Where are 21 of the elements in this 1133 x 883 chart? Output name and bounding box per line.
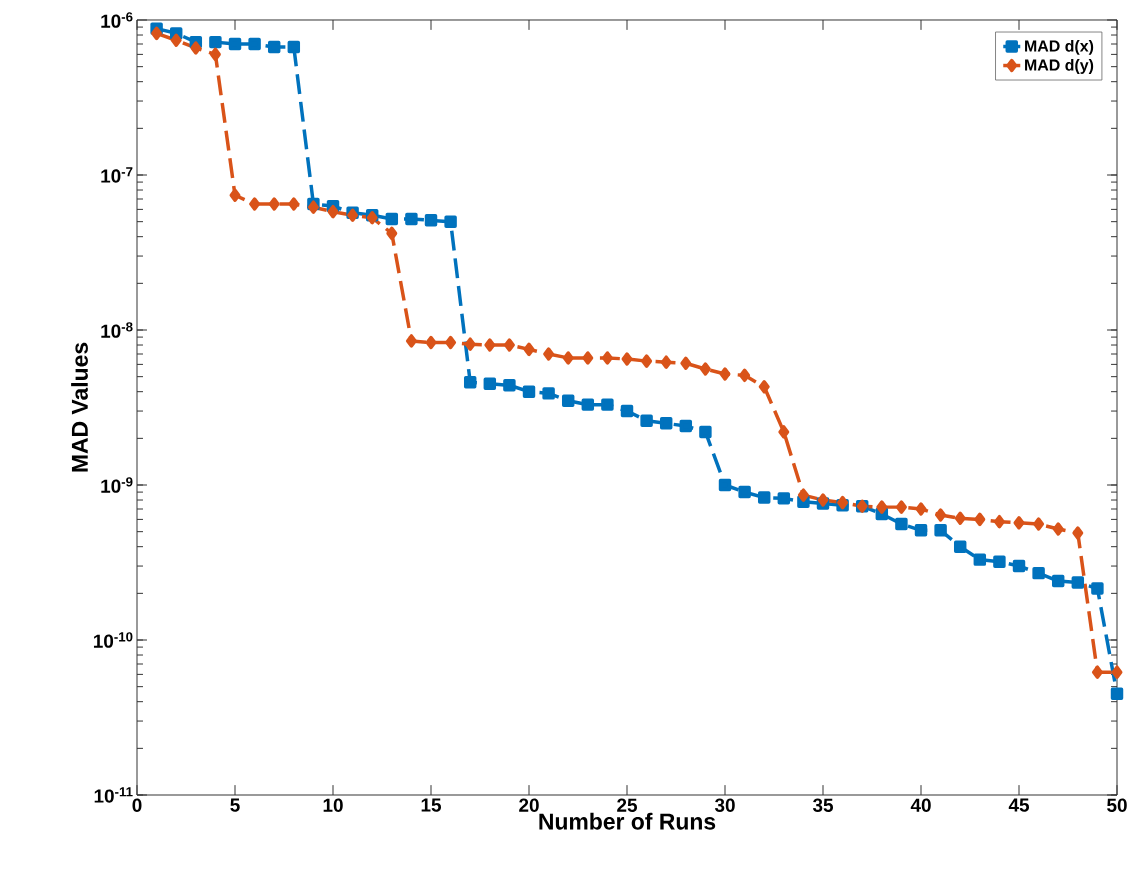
x-tick-label: 40: [910, 798, 931, 812]
x-tick-label: 10: [323, 798, 343, 812]
y-tick-label: 10$^{-7}$: [101, 167, 133, 183]
x-tick-label: 20: [519, 798, 539, 812]
x-tick-label: 45: [1008, 798, 1030, 812]
x-tick-label: 15: [421, 798, 442, 812]
legend-label: MAD d(x): [1025, 40, 1094, 55]
y-tick-label: 10$^{-10}$: [93, 632, 133, 648]
y-tick-label: 10$^{-8}$: [101, 322, 133, 338]
y-tick-label: 10$^{-11}$: [94, 787, 133, 803]
x-tick-label: 0: [132, 798, 142, 812]
x-tick-label: 50: [1107, 798, 1127, 812]
y-tick-label: 10$^{-9}$: [101, 477, 133, 493]
x-tick-label: 25: [617, 798, 638, 812]
x-axis-title: Number of Runs: [539, 812, 716, 830]
y-axis-title: MAD Values: [71, 342, 88, 472]
y-tick-label: 10$^{-6}$: [101, 12, 133, 28]
legend-label: MAD d(y): [1025, 59, 1094, 74]
x-tick-label: 30: [714, 798, 735, 812]
x-tick-label: 5: [230, 798, 240, 812]
x-tick-label: 35: [812, 798, 834, 812]
